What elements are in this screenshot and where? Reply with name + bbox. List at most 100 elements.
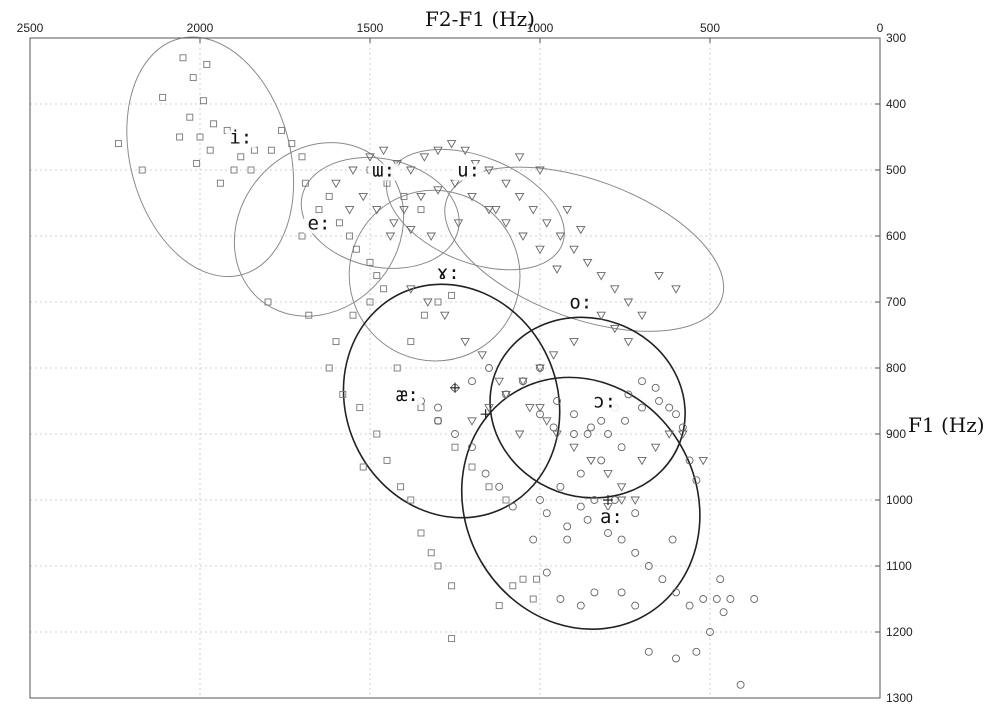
vowel-ellipse	[342, 283, 561, 519]
x-tick-label: 500	[700, 21, 720, 35]
square-point	[417, 529, 425, 537]
triangle-point	[389, 219, 399, 228]
triangle-point	[569, 338, 579, 347]
y-tick-label: 300	[886, 31, 906, 45]
square-point	[533, 575, 541, 583]
triangle-point	[453, 219, 464, 228]
square-point	[427, 549, 435, 557]
circle-point	[655, 397, 663, 405]
circle-point	[604, 430, 612, 438]
y-tick-label: 1000	[886, 493, 913, 507]
circle-point	[597, 456, 606, 465]
square-point	[393, 364, 401, 372]
square-point	[448, 635, 456, 643]
vowel-label-bg	[392, 388, 423, 405]
triangle-point	[698, 456, 708, 466]
triangle-point	[446, 140, 457, 149]
triangle-point	[552, 430, 562, 439]
circle-point	[617, 588, 626, 597]
circle-point	[719, 608, 728, 617]
circle-point	[597, 416, 606, 425]
triangle-point	[460, 146, 470, 156]
square-point	[305, 311, 313, 319]
triangle-point	[344, 206, 355, 215]
square-point	[298, 153, 306, 161]
square-point	[335, 219, 343, 227]
triangle-point	[467, 417, 477, 426]
square-point	[373, 272, 381, 280]
triangle-point	[535, 245, 545, 255]
circle-point	[542, 568, 551, 577]
centroid-mark	[480, 409, 491, 420]
vowel-label: a:	[600, 506, 623, 528]
circle-point	[617, 535, 626, 544]
square-point	[210, 120, 218, 128]
triangle-point	[542, 219, 552, 228]
circle-point	[750, 595, 759, 603]
square-point	[298, 232, 306, 240]
triangle-point	[637, 311, 647, 321]
square-point	[448, 291, 456, 299]
square-point	[186, 113, 194, 121]
circle-point	[692, 476, 701, 485]
triangle-point	[419, 153, 430, 162]
vowel-label: i:	[229, 127, 252, 149]
triangle-point	[596, 272, 606, 281]
y-tick-label: 800	[886, 361, 906, 375]
circle-point	[621, 416, 629, 425]
triangle-point	[518, 232, 528, 241]
y-tick-label: 900	[886, 427, 906, 441]
triangle-point	[569, 245, 579, 255]
square-point	[179, 54, 187, 62]
triangle-point	[535, 364, 545, 373]
circle-point	[644, 647, 653, 656]
square-point	[247, 166, 255, 174]
y-tick-label: 1100	[886, 559, 912, 573]
circle-point	[576, 601, 585, 610]
square-point	[434, 417, 442, 425]
vowel-label-bg	[596, 510, 627, 528]
vowel-label-bg	[589, 394, 620, 412]
square-point	[383, 456, 391, 464]
square-point	[203, 60, 211, 68]
circle-point	[651, 383, 660, 392]
circle-point	[583, 430, 592, 438]
triangle-point	[491, 206, 501, 215]
triangle-point	[365, 153, 375, 162]
circle-point	[658, 575, 667, 584]
triangle-point	[637, 456, 647, 466]
circle-point	[434, 416, 442, 425]
circle-point	[631, 601, 640, 610]
square-point	[349, 311, 357, 319]
square-point	[216, 179, 224, 187]
square-point	[373, 430, 381, 438]
circle-point	[668, 535, 677, 544]
circle-point	[712, 595, 721, 603]
triangle-point	[654, 272, 664, 281]
square-point	[315, 206, 323, 214]
circle-point	[556, 595, 565, 603]
square-point	[380, 285, 388, 293]
circle-point	[624, 390, 633, 399]
circle-point	[536, 496, 544, 504]
circle-point	[468, 377, 476, 386]
vowel-label: u:	[457, 160, 480, 182]
square-point	[301, 179, 309, 187]
y-tick-label: 700	[886, 295, 906, 309]
triangle-point	[582, 258, 593, 268]
circle-point	[706, 628, 714, 636]
vowel-ellipse	[126, 36, 295, 278]
triangle-point	[501, 219, 511, 228]
vowel-label: o:	[569, 292, 592, 314]
square-point	[434, 298, 442, 306]
triangle-point	[623, 298, 634, 307]
triangle-point	[630, 496, 640, 505]
y-tick-label: 400	[886, 97, 906, 111]
circle-point	[665, 403, 674, 412]
circle-point	[495, 482, 504, 491]
circle-point	[481, 469, 490, 478]
circle-point	[553, 397, 561, 405]
triangle-point	[552, 265, 562, 274]
circle-point	[519, 377, 527, 386]
square-point	[288, 140, 296, 148]
